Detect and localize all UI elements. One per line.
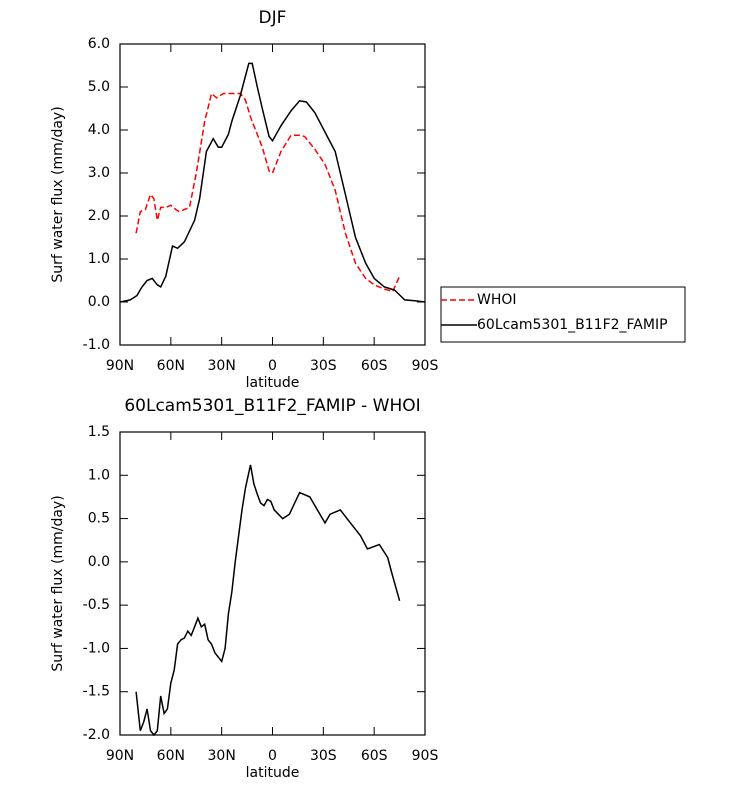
x-tick-label: 60N xyxy=(157,358,185,374)
y-tick-label: 4.0 xyxy=(88,122,110,138)
y-tick-label: 1.5 xyxy=(88,424,110,440)
x-tick-label: 60S xyxy=(361,748,388,764)
y-tick-label: 5.0 xyxy=(88,79,110,95)
y-tick-label: 3.0 xyxy=(88,165,110,181)
y-tick-label: -1.0 xyxy=(83,337,110,353)
y-tick-label: -0.5 xyxy=(83,597,110,613)
x-tick-label: 0 xyxy=(268,748,277,764)
x-tick-label: 30N xyxy=(208,358,236,374)
legend-box xyxy=(440,286,686,343)
series-line xyxy=(135,92,401,293)
x-tick-label: 90S xyxy=(412,358,439,374)
series-line xyxy=(119,62,426,303)
legend-label: 60Lcam5301_B11F2_FAMIP xyxy=(477,317,668,333)
y-tick-label: 1.0 xyxy=(88,467,110,483)
x-tick-label: 90S xyxy=(412,748,439,764)
y-tick-label: 0.0 xyxy=(88,554,110,570)
x-axis-label: latitude xyxy=(246,765,300,781)
x-tick-label: 30S xyxy=(310,358,337,374)
y-tick-label: -2.0 xyxy=(83,727,110,743)
legend-label: WHOI xyxy=(477,292,517,308)
y-axis-label: Surf water flux (mm/day) xyxy=(50,106,66,282)
plot-frame xyxy=(119,43,426,346)
y-tick-label: 1.0 xyxy=(88,251,110,267)
x-tick-label: 30S xyxy=(310,748,337,764)
y-axis-label: Surf water flux (mm/day) xyxy=(50,495,66,671)
x-tick-label: 90N xyxy=(106,358,134,374)
chart-title: 60Lcam5301_B11F2_FAMIP - WHOI xyxy=(124,396,420,416)
y-tick-label: -1.0 xyxy=(83,640,110,656)
x-axis-label: latitude xyxy=(246,375,300,391)
x-tick-label: 60N xyxy=(157,748,185,764)
x-tick-label: 90N xyxy=(106,748,134,764)
x-tick-label: 0 xyxy=(268,358,277,374)
y-tick-label: 0.5 xyxy=(88,511,110,527)
y-tick-label: 6.0 xyxy=(88,36,110,52)
y-tick-label: 0.0 xyxy=(88,294,110,310)
x-tick-label: 30N xyxy=(208,748,236,764)
y-tick-label: 2.0 xyxy=(88,208,110,224)
plot-frame xyxy=(119,431,426,736)
series-line xyxy=(135,464,401,737)
y-tick-label: -1.5 xyxy=(83,684,110,700)
x-tick-label: 60S xyxy=(361,358,388,374)
chart-title: DJF xyxy=(259,8,287,28)
